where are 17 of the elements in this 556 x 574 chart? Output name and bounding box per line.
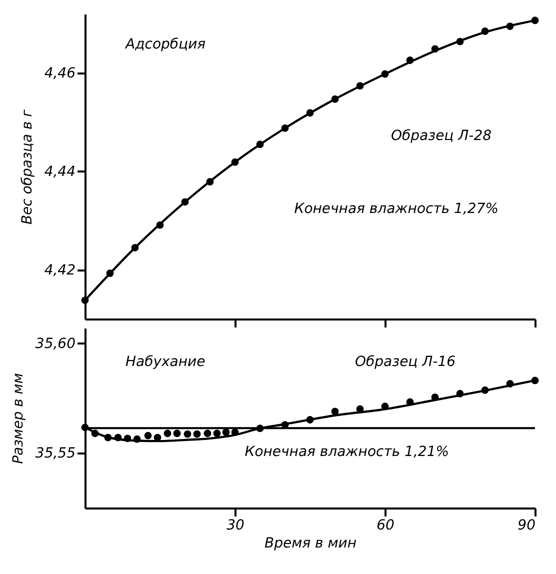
x-tick-label: 90 — [518, 518, 536, 534]
y-axis-title: Размер в мм — [10, 372, 26, 464]
annotation: Адсорбция — [124, 36, 206, 52]
y-tick-label: 35,60 — [35, 336, 76, 352]
annotation: Конечная влажность 1,27% — [294, 201, 499, 218]
x-tick-label: 30 — [226, 518, 244, 534]
y-axis-title: Вес образца в г — [19, 108, 36, 225]
y-tick-label: 4,44 — [44, 164, 76, 180]
y-tick-label: 35,55 — [35, 446, 76, 462]
annotation: Образец Л-28 — [391, 128, 492, 144]
annotation: Набухание — [126, 354, 206, 370]
x-tick-label: 60 — [376, 518, 394, 534]
x-axis-title: Время в мин — [264, 536, 357, 552]
y-tick-label: 4,46 — [44, 66, 76, 82]
y-tick-label: 4,42 — [44, 262, 76, 278]
annotation: Конечная влажность 1,21% — [244, 444, 450, 460]
annotation: Образец Л-16 — [355, 354, 456, 370]
